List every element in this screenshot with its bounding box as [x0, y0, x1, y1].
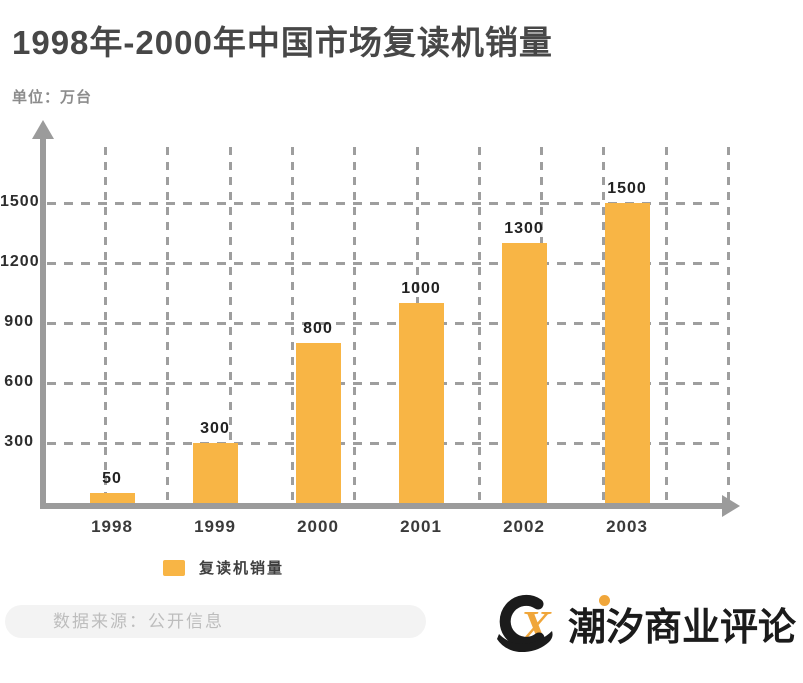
- logo-c-curve: [499, 594, 545, 648]
- bar-value-label: 300: [200, 420, 230, 437]
- gridline-vertical: [664, 147, 668, 503]
- x-axis-label: 2003: [606, 517, 648, 536]
- gridline-vertical: [228, 147, 232, 503]
- gridline-vertical: [602, 147, 606, 503]
- legend: 复读机销量: [163, 557, 284, 578]
- gridline-horizontal: [47, 382, 726, 385]
- data-source-pill: 数据来源：公开信息: [5, 605, 426, 638]
- x-axis-label: 1998: [91, 517, 133, 536]
- unit-label: 单位：万台: [12, 89, 93, 106]
- brand-logo: X C 潮汐商业评论: [492, 594, 796, 652]
- bar-2000: [295, 343, 341, 503]
- bar-2003: [604, 203, 650, 503]
- x-axis-label: 2000: [297, 517, 339, 536]
- data-source-text: 数据来源：公开信息: [53, 612, 224, 631]
- wave-cx-icon: X C: [497, 594, 553, 652]
- x-axis-label: 2002: [503, 517, 545, 536]
- page-title: 1998年-2000年中国市场复读机销量: [12, 24, 553, 61]
- bar-2002: [501, 243, 547, 503]
- gridline-vertical: [353, 147, 357, 503]
- gridline-vertical: [290, 147, 294, 503]
- gridline-horizontal: [47, 442, 726, 445]
- bar-value-label: 1500: [607, 180, 647, 197]
- y-axis-line: [40, 135, 46, 504]
- gridline-horizontal: [47, 322, 726, 325]
- logo-monogram-c: C: [514, 623, 515, 624]
- gridline-vertical: [477, 147, 481, 503]
- y-axis-arrow-icon: [32, 120, 54, 139]
- legend-label: 复读机销量: [199, 560, 285, 577]
- gridline-vertical: [727, 147, 730, 503]
- logo-accent-dot-icon: [599, 595, 610, 606]
- x-axis-label: 2001: [400, 517, 442, 536]
- brand-name: 潮汐商业评论: [568, 606, 797, 649]
- x-axis-label: 1999: [194, 517, 236, 536]
- y-tick-label: 600: [4, 373, 34, 390]
- legend-swatch: [163, 559, 185, 576]
- gridline-vertical: [104, 147, 107, 503]
- y-tick-label: 1500: [0, 193, 40, 210]
- logo-text-wrap: 潮汐商业评论: [568, 594, 796, 652]
- y-tick-label: 300: [4, 433, 34, 450]
- bar-value-label: 1000: [401, 280, 441, 297]
- bar-value-label: 1300: [504, 220, 544, 237]
- bar-value-label: 800: [303, 320, 333, 337]
- x-axis-line: [40, 503, 724, 509]
- bar-1998: [89, 493, 135, 503]
- logo-wave-swoosh: [497, 631, 553, 652]
- bar-1999: [192, 443, 238, 503]
- gridline-horizontal: [47, 202, 726, 205]
- y-tick-label: 900: [4, 313, 34, 330]
- gridline-vertical: [166, 147, 170, 503]
- bar-2001: [398, 303, 444, 503]
- y-tick-label: 1200: [0, 253, 40, 270]
- bar-chart: 300 600 900 1200 1500 50 300 800 1000 1300 1500 1…: [0, 120, 803, 540]
- bar-value-label: 50: [102, 470, 122, 487]
- x-axis-arrow-icon: [722, 495, 740, 517]
- gridline-horizontal: [47, 262, 726, 265]
